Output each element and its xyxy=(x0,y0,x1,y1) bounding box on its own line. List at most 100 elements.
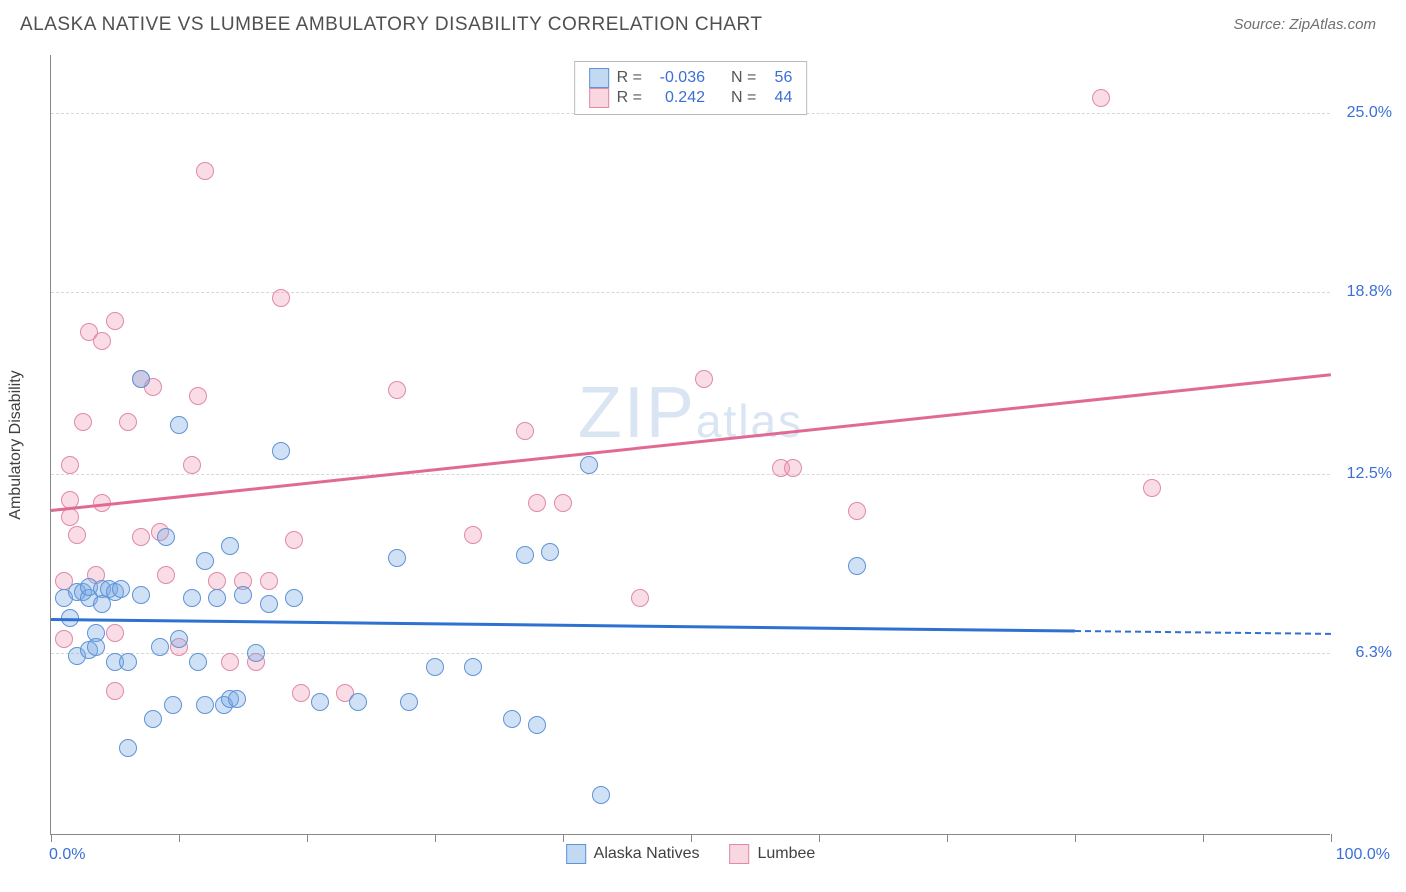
data-point xyxy=(170,416,188,434)
data-point xyxy=(464,526,482,544)
data-point xyxy=(157,566,175,584)
data-point xyxy=(848,502,866,520)
data-point xyxy=(541,543,559,561)
data-point xyxy=(388,381,406,399)
gridline xyxy=(51,653,1330,654)
y-tick-label: 25.0% xyxy=(1336,104,1392,122)
r-value-a: -0.036 xyxy=(650,69,705,87)
data-point xyxy=(61,508,79,526)
data-point xyxy=(272,289,290,307)
data-point xyxy=(580,456,598,474)
x-min-label: 0.0% xyxy=(49,846,85,864)
data-point xyxy=(164,696,182,714)
x-tick xyxy=(1203,834,1204,842)
data-point xyxy=(132,586,150,604)
data-point xyxy=(189,653,207,671)
legend-row-a: R = -0.036 N = 56 xyxy=(589,68,793,88)
data-point xyxy=(349,693,367,711)
data-point xyxy=(554,494,572,512)
data-point xyxy=(528,716,546,734)
data-point xyxy=(784,459,802,477)
data-point xyxy=(132,370,150,388)
watermark-big: ZIP xyxy=(578,373,696,453)
data-point xyxy=(221,537,239,555)
data-point xyxy=(132,528,150,546)
data-point xyxy=(208,589,226,607)
data-point xyxy=(592,786,610,804)
data-point xyxy=(516,546,534,564)
data-point xyxy=(55,630,73,648)
scatter-plot: ZIPatlas R = -0.036 N = 56 R = 0.242 N =… xyxy=(50,55,1330,835)
data-point xyxy=(528,494,546,512)
data-point xyxy=(157,528,175,546)
swatch-alaska xyxy=(589,68,609,88)
x-tick xyxy=(1331,834,1332,842)
data-point xyxy=(144,710,162,728)
legend-item-alaska: Alaska Natives xyxy=(566,844,700,864)
data-point xyxy=(292,684,310,702)
data-point xyxy=(426,658,444,676)
x-tick xyxy=(563,834,564,842)
data-point xyxy=(196,162,214,180)
data-point xyxy=(695,370,713,388)
data-point xyxy=(208,572,226,590)
data-point xyxy=(196,696,214,714)
data-point xyxy=(400,693,418,711)
data-point xyxy=(61,456,79,474)
swatch-lumbee xyxy=(730,844,750,864)
n-label: N = xyxy=(731,89,756,107)
x-tick xyxy=(179,834,180,842)
data-point xyxy=(234,586,252,604)
data-point xyxy=(93,332,111,350)
x-tick xyxy=(691,834,692,842)
swatch-lumbee xyxy=(589,88,609,108)
data-point xyxy=(388,549,406,567)
data-point xyxy=(228,690,246,708)
data-point xyxy=(516,422,534,440)
data-point xyxy=(87,638,105,656)
data-point xyxy=(285,589,303,607)
gridline xyxy=(51,474,1330,475)
n-value-a: 56 xyxy=(764,69,792,87)
x-tick xyxy=(947,834,948,842)
r-label: R = xyxy=(617,69,642,87)
chart-title: ALASKA NATIVE VS LUMBEE AMBULATORY DISAB… xyxy=(20,14,762,35)
x-tick xyxy=(1075,834,1076,842)
n-label: N = xyxy=(731,69,756,87)
data-point xyxy=(106,312,124,330)
data-point xyxy=(196,552,214,570)
x-tick xyxy=(51,834,52,842)
x-tick xyxy=(307,834,308,842)
data-point xyxy=(119,653,137,671)
n-value-b: 44 xyxy=(764,89,792,107)
data-point xyxy=(68,526,86,544)
data-point xyxy=(285,531,303,549)
data-point xyxy=(106,624,124,642)
data-point xyxy=(848,557,866,575)
data-point xyxy=(221,653,239,671)
data-point xyxy=(503,710,521,728)
legend-label-alaska: Alaska Natives xyxy=(594,845,700,863)
y-axis-label: Ambulatory Disability xyxy=(7,370,25,519)
data-point xyxy=(247,644,265,662)
legend-label-lumbee: Lumbee xyxy=(758,845,816,863)
y-tick-label: 18.8% xyxy=(1336,283,1392,301)
data-point xyxy=(112,580,130,598)
x-max-label: 100.0% xyxy=(1336,846,1390,864)
legend-row-b: R = 0.242 N = 44 xyxy=(589,88,793,108)
data-point xyxy=(119,739,137,757)
data-point xyxy=(464,658,482,676)
gridline xyxy=(51,292,1330,293)
chart-area: Ambulatory Disability ZIPatlas R = -0.03… xyxy=(50,55,1370,835)
data-point xyxy=(260,572,278,590)
source-attribution: Source: ZipAtlas.com xyxy=(1233,16,1376,33)
data-point xyxy=(74,413,92,431)
legend-item-lumbee: Lumbee xyxy=(730,844,816,864)
data-point xyxy=(189,387,207,405)
trend-line xyxy=(1075,630,1331,635)
chart-header: ALASKA NATIVE VS LUMBEE AMBULATORY DISAB… xyxy=(0,0,1406,44)
r-value-b: 0.242 xyxy=(650,89,705,107)
data-point xyxy=(631,589,649,607)
trend-line xyxy=(51,618,1075,632)
data-point xyxy=(183,456,201,474)
